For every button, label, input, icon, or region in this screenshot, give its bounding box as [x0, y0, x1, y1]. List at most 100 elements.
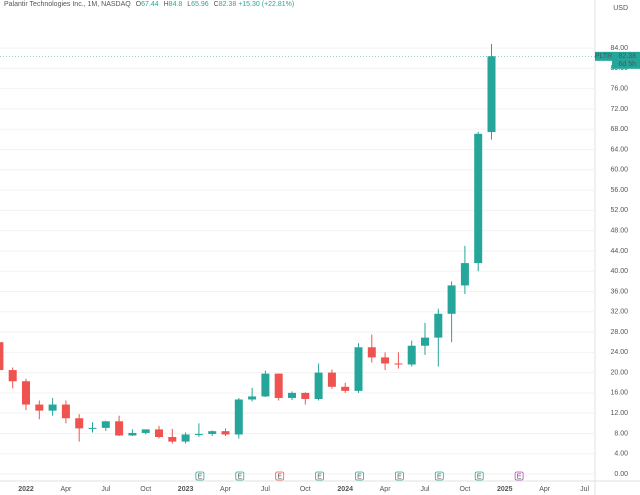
event-label: E: [317, 473, 322, 480]
x-tick-label: 2023: [178, 486, 194, 493]
event-label: E: [397, 473, 402, 480]
candle-body: [367, 347, 376, 358]
candle-body: [354, 347, 363, 391]
candle-body: [487, 56, 496, 133]
x-tick-label: Apr: [60, 486, 72, 493]
y-tick-label: 0.00: [614, 471, 628, 478]
x-tick-label: Jul: [101, 486, 110, 493]
candle-body: [474, 133, 483, 264]
candle-body: [447, 285, 456, 314]
event-label: E: [477, 473, 482, 480]
price-tag-symbol-text: PLTR: [595, 53, 612, 60]
candle-body: [221, 431, 230, 435]
y-tick-label: 76.00: [610, 86, 628, 93]
candle-body: [141, 429, 150, 433]
candle-body: [274, 373, 283, 398]
x-tick-label: Apr: [380, 486, 392, 493]
y-tick-label: 4.00: [614, 451, 628, 458]
candle-body: [208, 431, 217, 434]
price-tag-value: 82.38: [618, 53, 636, 60]
x-tick-label: Jul: [421, 486, 430, 493]
y-tick-label: 64.00: [610, 146, 628, 153]
x-tick-label: Oct: [300, 486, 311, 493]
candle-body: [61, 404, 70, 419]
l-label: L: [187, 1, 192, 8]
candle-body: [421, 337, 429, 346]
x-tick-label: Jul: [580, 486, 589, 493]
event-badge: [514, 471, 524, 481]
price-tag-countdown: 6d 5h: [618, 61, 636, 68]
candle-body: [115, 421, 124, 436]
candle-body: [35, 404, 44, 411]
y-tick-label: 60.00: [610, 167, 628, 174]
y-tick-label: 56.00: [610, 187, 628, 194]
candle-body: [327, 372, 336, 387]
y-tick-label: 36.00: [610, 288, 628, 295]
event-label: E: [517, 473, 522, 480]
y-tick-label: 8.00: [614, 430, 628, 437]
y-tick-label: 68.00: [610, 126, 628, 133]
candle-body: [22, 381, 30, 405]
event-badge: [394, 471, 404, 481]
candle-body: [341, 386, 350, 391]
x-tick-label: 2024: [337, 486, 353, 493]
x-tick-label: Jul: [261, 486, 270, 493]
candle-body: [301, 392, 310, 399]
currency: USD: [613, 5, 628, 12]
x-tick-label: Apr: [220, 486, 232, 493]
y-tick-label: 28.00: [610, 329, 628, 336]
h-value: 84.8: [168, 1, 183, 8]
y-tick-label: 44.00: [610, 248, 628, 255]
candle-body: [314, 372, 323, 399]
candle-body: [381, 357, 390, 364]
candle-body: [168, 437, 177, 442]
candle-body: [394, 363, 403, 365]
candle-body: [234, 399, 243, 435]
price-tag: [612, 51, 640, 69]
candle-body: [88, 427, 97, 429]
l-value: 65.96: [191, 1, 209, 8]
event-badge: [235, 471, 245, 481]
price-tag-symbol: [595, 51, 612, 61]
legend-header: Palantir Technologies Inc., 1M, NASDAQ O…: [4, 0, 294, 9]
x-tick-label: 2025: [497, 486, 513, 493]
candle-body: [0, 342, 4, 371]
candle-body: [407, 345, 416, 365]
event-label: E: [198, 473, 203, 480]
x-tick-label: Oct: [459, 486, 470, 493]
y-tick-label: 16.00: [610, 390, 628, 397]
y-tick-label: 72.00: [610, 106, 628, 113]
change: +15.30 (+22.81%): [238, 1, 295, 8]
candle-body: [155, 429, 163, 438]
x-tick-label: 2022: [18, 486, 34, 493]
y-tick-label: 32.00: [610, 309, 628, 316]
candle-body: [460, 263, 469, 286]
y-tick-label: 40.00: [610, 268, 628, 275]
grid: [0, 47, 595, 475]
c-value: 82.38: [218, 1, 237, 8]
event-label: E: [357, 473, 362, 480]
candle-body: [48, 404, 57, 411]
event-label: E: [237, 473, 242, 480]
event-label: E: [437, 473, 442, 480]
y-tick-label: 84.00: [610, 45, 628, 52]
candle-body: [75, 418, 84, 429]
candle-body: [8, 370, 17, 382]
event-badge: [355, 471, 364, 481]
y-tick-label: 48.00: [610, 227, 628, 234]
candle-body: [194, 433, 203, 435]
candle-body: [261, 373, 270, 397]
candle-body: [128, 432, 137, 436]
c-label: C: [213, 1, 219, 8]
candle-body: [434, 313, 443, 338]
y-tick-label: 52.00: [610, 207, 628, 214]
event-badge: [434, 471, 444, 481]
title: Palantir Technologies Inc., 1M, NASDAQ: [4, 1, 131, 8]
o-label: O: [135, 1, 142, 8]
event-badge: [474, 471, 484, 481]
event-badge: [315, 471, 325, 481]
h-label: H: [163, 1, 169, 8]
candle-body: [288, 392, 296, 398]
